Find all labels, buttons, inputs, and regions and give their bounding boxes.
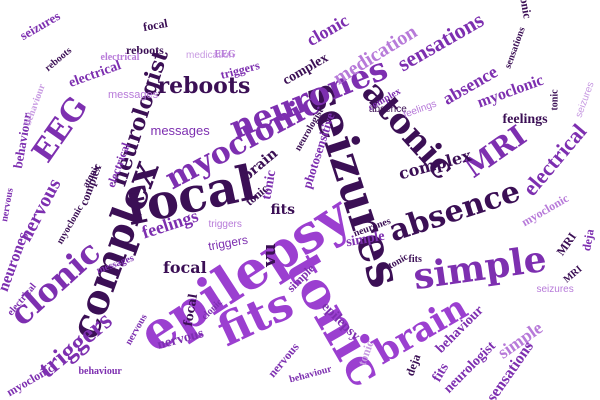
cloud-word-triggers: triggers [208,219,242,230]
cloud-word-vu: vu [258,243,280,267]
cloud-word-behaviour: behaviour [22,82,48,128]
cloud-word-electrical: electrical [517,118,592,201]
cloud-word-medication: medication [186,50,235,61]
cloud-word-messages: messages [108,88,159,101]
cloud-word-fits: fits [270,202,296,218]
cloud-word-clonic: clonic [302,10,352,50]
cloud-word-reboots: reboots [42,45,74,74]
cloud-word-focal: focal [141,15,169,35]
cloud-word-eeg: EEG [214,49,236,60]
cloud-word-absence: absence [384,173,525,250]
cloud-word-feelings: feelings [502,112,548,127]
cloud-word-mri: MRI [561,263,584,286]
cloud-word-electrical: electrical [100,52,140,63]
cloud-word-deja: deja [579,227,597,253]
cloud-word-sensations: sensations [502,25,528,71]
cloud-word-reboots: reboots [126,43,164,57]
cloud-word-messages: messages [150,122,210,138]
cloud-word-simple: simple [410,237,550,299]
cloud-word-behaviour: behaviour [78,366,122,377]
cloud-word-electrical: electrical [66,58,124,91]
cloud-word-fits: fits [408,254,422,265]
cloud-word-seizures: seizures [17,7,63,43]
cloud-word-seizures: seizures [536,284,574,295]
cloud-word-behaviour: behaviour [287,363,333,386]
cloud-word-tonic: tonic [516,0,535,20]
cloud-word-seizures: seizures [573,80,597,120]
cloud-word-nervous: nervous [0,187,16,223]
cloud-word-focal: focal [163,258,207,277]
cloud-word-myoclonic: myoclonic [518,190,572,230]
cloud-word-absence: absence [369,104,407,115]
cloud-word-mri: MRI [553,229,579,259]
cloud-word-tonic: tonic [549,89,561,111]
cloud-word-reboots: reboots [157,73,251,99]
